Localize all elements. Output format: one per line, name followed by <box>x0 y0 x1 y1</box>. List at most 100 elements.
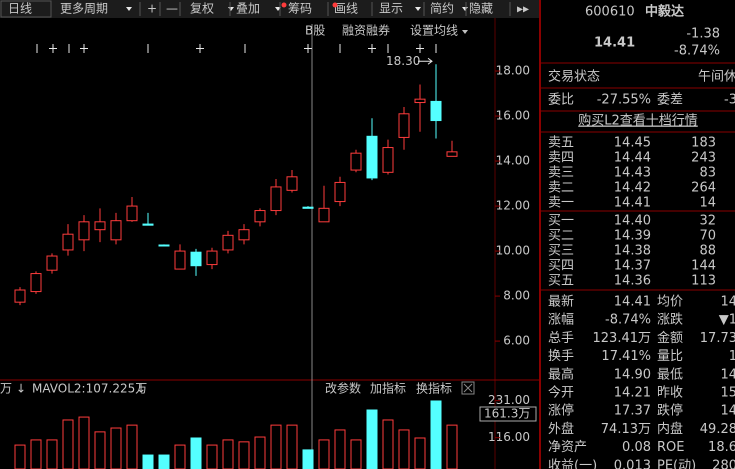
volume-bar <box>110 427 122 469</box>
toolbar-button[interactable]: 隐藏 <box>469 2 493 16</box>
volume-bar <box>446 424 458 469</box>
book-volume: 32 <box>699 214 716 229</box>
volume-bar <box>270 424 282 469</box>
status-value: 午间休 <box>698 70 735 85</box>
toolbar-button[interactable]: 简约 <box>430 1 454 16</box>
book-price: 14.38 <box>614 244 651 259</box>
stat-value: 14 <box>720 367 735 382</box>
volume-bar <box>78 416 90 469</box>
book-volume: 183 <box>691 136 716 151</box>
stat-label: 收益(一) <box>548 458 597 469</box>
last-price: 14.41 <box>594 36 635 51</box>
y-tick-label: 8.00 <box>503 289 530 303</box>
stat-label: 均价 <box>657 295 683 310</box>
book-label: 买三 <box>548 244 574 259</box>
volume-bar <box>206 444 218 469</box>
volume-bar <box>126 424 138 469</box>
candle-body <box>94 221 106 231</box>
close-x <box>463 383 473 393</box>
toolbar-button[interactable]: 复权 <box>190 2 214 16</box>
stat-value: 49.28 <box>700 422 735 437</box>
y-tick-label: 18.00 <box>496 64 530 78</box>
candle-body <box>62 233 74 251</box>
volume-bar <box>318 439 330 469</box>
stat-value: 17.41% <box>601 349 651 364</box>
toolbar-icon[interactable]: ▸▸ <box>517 2 529 16</box>
book-volume: 70 <box>699 229 716 244</box>
y-tick-label: 12.00 <box>496 199 530 213</box>
candle-body <box>206 250 218 266</box>
volume-bar <box>414 437 426 469</box>
indicator-button[interactable]: 换指标 <box>416 381 452 396</box>
candle-body <box>446 151 458 157</box>
stat-value: 280 <box>712 458 735 469</box>
book-label: 卖四 <box>548 151 574 166</box>
price-change: -1.38 <box>686 27 720 42</box>
stat-label: 最新 <box>548 294 574 310</box>
chart-option[interactable]: 融资融券 <box>342 23 390 38</box>
candle-body <box>78 221 90 241</box>
volume-bar <box>62 419 74 469</box>
candle-body <box>46 255 58 271</box>
dropdown-arrow <box>126 7 132 11</box>
l2-link[interactable]: 购买L2查看十档行情 <box>578 113 698 129</box>
stock-code: 600610 <box>585 5 635 20</box>
book-price: 14.42 <box>614 181 651 196</box>
vol-tick-label: 116.00 <box>488 430 530 444</box>
book-volume: 88 <box>699 244 716 259</box>
book-volume: 243 <box>691 151 716 166</box>
book-price: 14.41 <box>614 196 651 211</box>
badge-dot <box>332 2 338 8</box>
volume-bar <box>30 439 42 469</box>
stat-value: 14 <box>720 295 735 310</box>
volume-bar <box>174 444 186 469</box>
stat-label: 今开 <box>548 385 574 401</box>
candle-body <box>254 210 266 223</box>
candle-body <box>318 207 330 223</box>
candle-body <box>142 223 154 226</box>
stat-label: 涨跌 <box>657 312 683 328</box>
book-volume: 264 <box>691 181 716 196</box>
chart-option[interactable]: 设置均线 <box>410 24 458 38</box>
stat-value: 74.13万 <box>601 422 651 437</box>
candle-body <box>30 273 42 293</box>
volume-bar <box>350 439 362 469</box>
indicator-button[interactable]: 改参数 <box>325 381 361 396</box>
candle-body <box>238 229 250 241</box>
stat-value: 14.90 <box>614 367 651 382</box>
toolbar-button[interactable]: 更多周期 <box>60 2 108 16</box>
toolbar-button[interactable]: 画线 <box>334 2 358 16</box>
stat-value: 18.6 <box>708 440 735 455</box>
stat-value: 0.013 <box>614 458 651 469</box>
close-button[interactable] <box>461 381 475 395</box>
candle-body <box>398 113 410 138</box>
stat-value: 14.41 <box>614 295 651 310</box>
book-volume: 144 <box>691 259 716 274</box>
candle-body <box>302 206 314 209</box>
stat-value: -8.74% <box>605 313 651 328</box>
volume-bar <box>366 409 378 469</box>
stat-label: 总手 <box>548 331 574 346</box>
toolbar-button[interactable]: 叠加 <box>236 2 260 16</box>
book-price: 14.39 <box>614 229 651 244</box>
toolbar-icon[interactable]: + <box>147 2 157 16</box>
candle-body <box>110 220 122 241</box>
volume-bar <box>14 444 26 469</box>
candle-body <box>430 100 442 122</box>
vol-arrow: ↓ <box>136 382 146 396</box>
price-pct: -8.74% <box>674 44 720 59</box>
y-tick-label: 16.00 <box>496 109 530 123</box>
toolbar-button[interactable]: 日线 <box>8 2 32 16</box>
high-arrow <box>418 57 433 65</box>
candle-body <box>286 176 298 191</box>
toolbar-button[interactable]: 显示 <box>379 2 403 16</box>
toolbar-icon[interactable]: — <box>166 2 178 16</box>
toolbar-button[interactable]: 筹码 <box>288 2 312 16</box>
indicator-button[interactable]: 加指标 <box>370 381 406 396</box>
chart-option[interactable]: B股 <box>305 24 325 38</box>
volume-bar <box>254 436 266 469</box>
y-tick-label: 10.00 <box>496 244 530 258</box>
volume-bar <box>238 441 250 469</box>
volume-bar <box>46 439 58 469</box>
stat-label: 涨幅 <box>548 313 574 328</box>
